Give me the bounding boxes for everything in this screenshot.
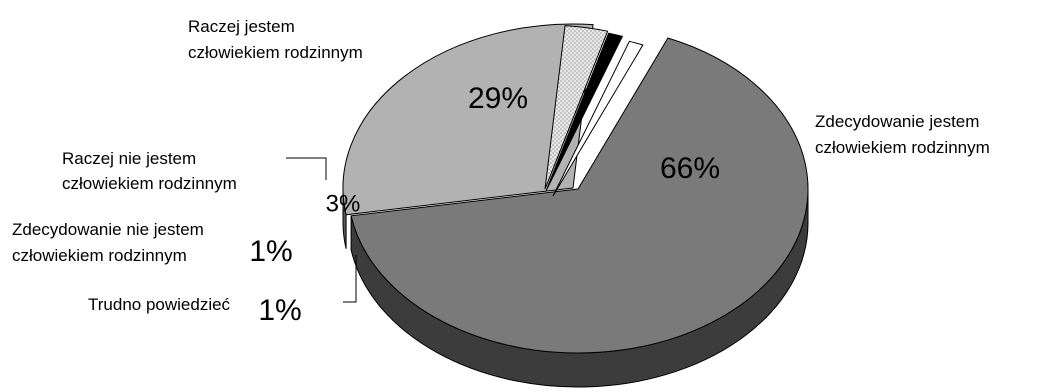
slice-value-label: 3%	[326, 190, 361, 217]
slice-category-label: Zdecydowanie nie jestem	[12, 220, 204, 239]
slice-category-label: Zdecydowanie jestem	[815, 112, 979, 131]
slice-value-label: 1%	[249, 235, 292, 268]
pie-top-layer	[342, 23, 809, 354]
slice-category-label: człowiekiem rodzinnym	[815, 138, 990, 157]
pie-slice-2	[544, 25, 609, 190]
label-leader-line	[343, 255, 357, 303]
slice-value-label: 66%	[660, 152, 720, 185]
pie-slice-3	[545, 32, 624, 192]
slice-category-label: człowiekiem rodzinnym	[12, 246, 187, 265]
pie-slice-1	[342, 23, 594, 216]
slice-category-label: człowiekiem rodzinnym	[188, 43, 363, 62]
pie-labels-layer: Zdecydowanie jestem człowiekiem rodzinnym…	[12, 17, 990, 327]
slice-category-label: Raczej jestem	[188, 17, 295, 36]
pie-slice-4	[552, 40, 644, 197]
slice-category-label: Trudno powiedzieć	[88, 295, 231, 314]
slice-value-label: 29%	[468, 82, 528, 115]
slice-category-label: Raczej nie jestem	[62, 149, 196, 168]
pie-slice-0	[350, 37, 809, 354]
slice-value-label: 1%	[258, 294, 301, 327]
label-leader-line	[286, 157, 327, 180]
slice-category-label: człowiekiem rodzinnym	[62, 174, 237, 193]
